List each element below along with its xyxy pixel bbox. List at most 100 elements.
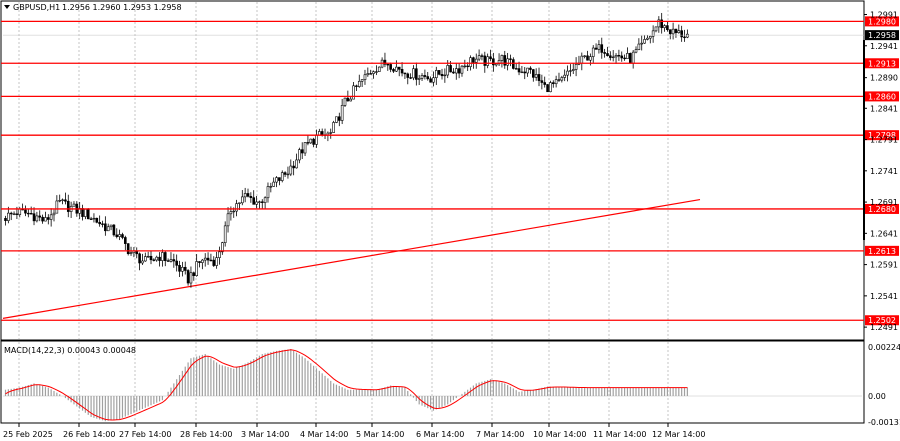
candle [654, 26, 658, 33]
candle [489, 49, 492, 62]
candle-body [383, 59, 387, 65]
candle [212, 256, 216, 267]
x-tick-label: 5 Mar 14:00 [356, 430, 404, 439]
candle-body [546, 84, 549, 93]
candle-body [286, 173, 290, 176]
candle-body [109, 224, 113, 228]
candle [109, 224, 113, 231]
candle [275, 176, 278, 188]
candle [509, 54, 512, 67]
candle-body [112, 224, 116, 236]
candle-body [472, 57, 475, 63]
candle-body [517, 68, 521, 73]
candle [58, 194, 62, 203]
candle-body [386, 63, 390, 66]
candle [435, 66, 438, 85]
candle-body [594, 47, 598, 50]
candle-body [98, 222, 101, 225]
candle-body [668, 29, 672, 35]
candle [226, 207, 230, 233]
candle [683, 29, 686, 42]
candle [443, 68, 447, 83]
candle-body [617, 55, 621, 57]
candle-body [66, 200, 70, 212]
candle-body [417, 78, 421, 80]
candle-body [432, 77, 435, 83]
candle [563, 69, 566, 82]
candle-body [469, 57, 472, 67]
candle-body [648, 35, 652, 39]
y-tick-label: 1.2691 [870, 198, 898, 207]
candle [640, 35, 644, 51]
level-label-bg [865, 16, 899, 27]
candle-body [571, 69, 575, 71]
candle-body [115, 234, 119, 237]
candle [166, 258, 170, 262]
candle [89, 216, 93, 220]
candle [263, 196, 267, 209]
current-price-label: 1.2958 [868, 31, 896, 40]
macd-group [3, 349, 862, 422]
candle-body [340, 105, 344, 121]
candle [98, 215, 101, 227]
y-tick-label: 1.2941 [870, 42, 898, 51]
candle [12, 211, 16, 216]
candle [477, 49, 481, 62]
candle [423, 69, 427, 80]
candle-body [666, 25, 669, 31]
collapse-arrow-icon[interactable] [4, 5, 10, 9]
candle-body [420, 75, 424, 79]
candle-body [255, 201, 258, 205]
candle [514, 63, 518, 70]
y-tick-label: 1.2541 [870, 292, 898, 301]
candle [517, 61, 521, 76]
candle [657, 16, 661, 33]
candle-body [18, 208, 22, 215]
candle [92, 213, 96, 223]
candle [569, 64, 572, 77]
candle-body [611, 56, 615, 59]
candle [648, 35, 652, 44]
y-tick-label: 1.2641 [870, 229, 898, 238]
candle-body [166, 260, 170, 262]
candle-body [443, 74, 447, 77]
level-label: 1.2913 [868, 59, 896, 68]
x-tick-label: 12 Mar 14:00 [652, 430, 705, 439]
current-price-label-bg [865, 30, 899, 41]
candle-body [463, 65, 467, 68]
candle-body [357, 80, 361, 87]
candle-body [106, 226, 110, 232]
candle-body [252, 197, 256, 205]
candle-body [600, 44, 604, 53]
candle [454, 62, 458, 80]
candle-body [29, 213, 33, 215]
candle [260, 199, 264, 210]
candle-body [61, 199, 64, 201]
candle [392, 67, 395, 74]
candle-body [335, 116, 338, 123]
candle [629, 52, 632, 64]
candle-body [506, 58, 509, 66]
candle-body [195, 261, 198, 276]
candle-body [260, 201, 264, 203]
candle-body [377, 66, 381, 72]
candle-body [329, 132, 333, 134]
candle [312, 137, 315, 148]
candle-body [591, 47, 595, 57]
candle-body [440, 74, 444, 77]
x-tick-label: 28 Feb 14:00 [180, 430, 232, 439]
candle-body [629, 53, 632, 64]
trendline-group [2, 198, 701, 319]
x-tick-label: 3 Mar 14:00 [241, 430, 289, 439]
candle-body [660, 19, 663, 29]
candle [255, 196, 258, 209]
candle [620, 51, 624, 62]
candle-body [32, 213, 36, 222]
candle-body [554, 79, 558, 85]
candle-body [295, 159, 298, 169]
candle-body [246, 193, 250, 197]
candle [432, 71, 435, 87]
candle-body [500, 55, 504, 61]
candle [183, 261, 187, 275]
